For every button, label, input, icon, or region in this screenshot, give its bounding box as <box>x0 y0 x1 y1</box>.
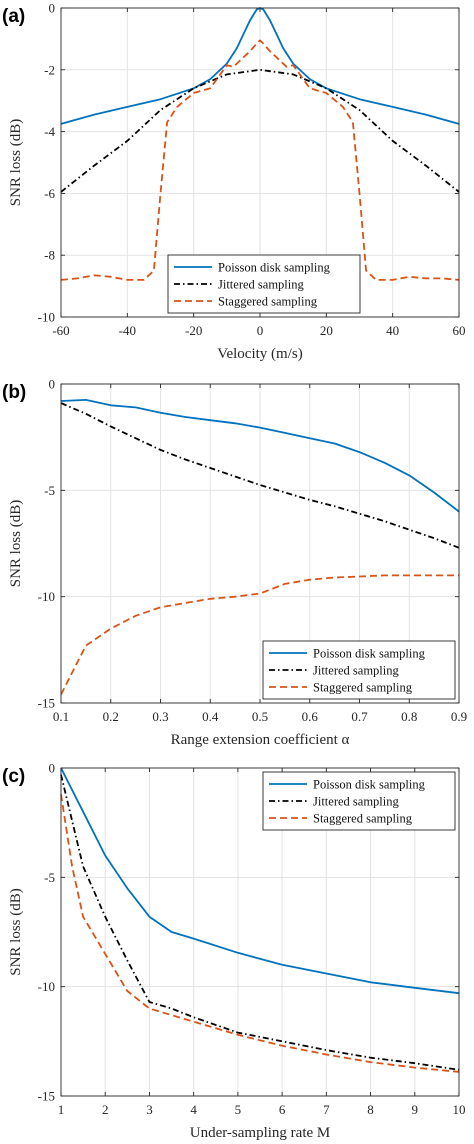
x-tick-label: 0.9 <box>451 709 467 724</box>
x-tick-label: -60 <box>52 323 69 338</box>
legend-box <box>262 640 456 700</box>
series-line-2 <box>60 68 460 193</box>
axes-box <box>60 767 460 1097</box>
y-tick-label: -6 <box>44 186 55 201</box>
legend: Poisson disk sampling Jittered sampling St… <box>262 771 456 831</box>
y-tick-label: -2 <box>44 62 55 77</box>
y-tick-label: -8 <box>44 248 55 263</box>
y-tick-label: -4 <box>44 124 55 139</box>
legend-box <box>167 254 361 314</box>
legend: Poisson disk sampling Jittered sampling St… <box>262 640 456 700</box>
legend-entry-label: Staggered sampling <box>313 812 413 826</box>
series-line-3 <box>60 39 460 281</box>
series-line-3 <box>60 574 459 695</box>
y-tick-label: -10 <box>38 589 55 604</box>
x-tick-label: 4 <box>190 1102 197 1117</box>
series-line-1 <box>60 398 460 513</box>
legend-entry-label: Jittered sampling <box>313 795 399 809</box>
legend-entry-label: Poisson disk sampling <box>218 261 331 275</box>
x-axis-label: Range extension coefficient α <box>171 732 350 748</box>
y-tick-label: -10 <box>38 310 55 325</box>
y-tick-label: -10 <box>38 979 55 994</box>
y-tick-label: 0 <box>49 377 56 392</box>
panel-label: (b) <box>2 382 26 403</box>
x-tick-label: 0.1 <box>53 709 69 724</box>
x-axis-label: Velocity (m/s) <box>217 346 302 362</box>
panel-label: (c) <box>2 766 25 787</box>
series-line-2 <box>60 774 460 1071</box>
x-axis-label: Under-sampling rate M <box>190 1125 331 1141</box>
x-tick-label: 5 <box>235 1102 242 1117</box>
legend: Poisson disk sampling Jittered sampling St… <box>167 254 361 314</box>
legend-entry-label: Staggered sampling <box>313 681 413 695</box>
y-axis-label: SNR loss (dB) <box>8 119 24 207</box>
y-axis-label: SNR loss (dB) <box>8 500 24 588</box>
chart-panel-2: 0.1 0.2 0.3 0.4 0.5 0.6 0.7 0.8 0.9 0 -5 -10 -15 Rang… <box>2 377 467 749</box>
y-tick-label: -5 <box>44 483 55 498</box>
y-tick-label: 0 <box>49 761 56 776</box>
x-tick-label: -40 <box>119 323 136 338</box>
legend-entry-label: Poisson disk sampling <box>313 778 426 792</box>
x-tick-label: 10 <box>453 1102 466 1117</box>
y-tick-label: 0 <box>49 1 56 16</box>
x-tick-label: 0.7 <box>351 709 368 724</box>
x-tick-label: 0.4 <box>202 709 219 724</box>
series-line-2 <box>60 402 460 549</box>
x-tick-label: 7 <box>323 1102 330 1117</box>
x-tick-label: 40 <box>386 323 399 338</box>
legend-entry-label: Jittered sampling <box>313 664 399 678</box>
y-tick-label: -15 <box>38 1089 55 1104</box>
y-axis-label: SNR loss (dB) <box>8 888 24 976</box>
y-tick-label: -15 <box>38 696 55 711</box>
chart-panel-3: 1 2 3 4 5 6 7 8 9 10 0 -5 -10 -15 Under-sampling rate … <box>2 761 466 1142</box>
x-tick-label: 3 <box>146 1102 153 1117</box>
x-tick-label: 0.5 <box>252 709 268 724</box>
legend-entry-label: Poisson disk sampling <box>313 647 426 661</box>
x-tick-label: 1 <box>58 1102 65 1117</box>
x-tick-label: 0.6 <box>302 709 319 724</box>
x-tick-label: 8 <box>367 1102 374 1117</box>
x-tick-label: 0 <box>257 323 264 338</box>
x-tick-label: 20 <box>320 323 333 338</box>
x-tick-label: 9 <box>412 1102 419 1117</box>
panel-label: (a) <box>2 6 25 27</box>
x-tick-label: 0.8 <box>401 709 417 724</box>
x-tick-label: 6 <box>279 1102 286 1117</box>
x-tick-label: 60 <box>453 323 466 338</box>
legend-entry-label: Jittered sampling <box>218 278 304 292</box>
x-tick-label: 2 <box>102 1102 109 1117</box>
x-tick-label: -20 <box>185 323 202 338</box>
legend-entry-label: Staggered sampling <box>218 295 318 309</box>
series-line-1 <box>60 767 460 995</box>
legend-box <box>262 771 456 831</box>
x-tick-label: 0.3 <box>152 709 168 724</box>
chart-panel-1: -60 -40 -20 0 20 40 60 0 -2 -4 -6 -8 -10 Velocity (m/… <box>2 1 466 363</box>
y-tick-label: -5 <box>44 870 55 885</box>
x-tick-label: 0.2 <box>103 709 119 724</box>
